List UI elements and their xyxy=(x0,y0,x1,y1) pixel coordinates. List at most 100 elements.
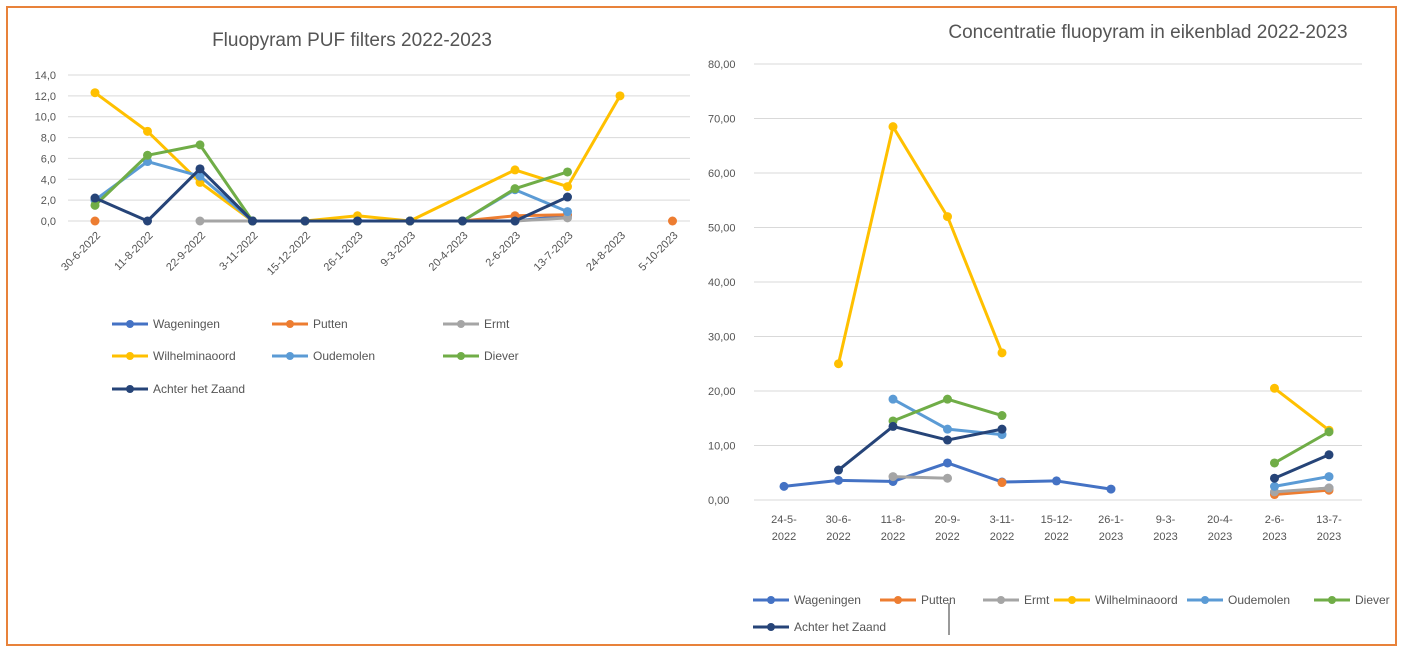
legend-entry-diever: Diever xyxy=(1314,593,1390,607)
series-line-segment xyxy=(1273,475,1331,488)
y-tick-label: 60,00 xyxy=(708,168,736,180)
data-point xyxy=(943,473,952,483)
x-tick-label: 30-6-2022 xyxy=(826,514,852,543)
y-tick-label: 10,0 xyxy=(35,112,56,124)
divider xyxy=(948,603,950,635)
series-group xyxy=(779,122,1334,500)
legend-swatch-marker xyxy=(1328,596,1336,604)
data-point xyxy=(1270,473,1279,483)
data-point xyxy=(195,164,205,174)
legend-swatch-marker xyxy=(126,320,134,328)
legend-swatch-marker xyxy=(457,320,465,328)
data-point xyxy=(143,150,152,160)
legend-label: Diever xyxy=(484,349,519,363)
series-line-segment xyxy=(782,478,840,488)
legend: Wageningen Putten Ermt Wilhelminaoord Oudemo… xyxy=(753,593,1390,634)
y-tick-label: 40,00 xyxy=(708,277,736,289)
y-tick-label: 80,00 xyxy=(708,59,736,71)
y-tick-label: 10,00 xyxy=(708,441,736,453)
series-line-segment xyxy=(1273,430,1331,465)
legend-label: Ermt xyxy=(484,317,510,331)
series-line-segment xyxy=(93,196,149,223)
data-point xyxy=(1270,383,1279,393)
series-line-segment xyxy=(198,167,254,223)
data-point xyxy=(1270,458,1279,468)
y-tick-label: 20,00 xyxy=(708,386,736,398)
series-line-segment xyxy=(1273,486,1331,494)
series-line-segment xyxy=(837,125,895,366)
legend-entry-oudemolen: Oudemolen xyxy=(272,349,375,363)
data-point xyxy=(888,421,898,431)
data-point xyxy=(943,212,952,222)
data-point xyxy=(943,424,952,434)
data-point xyxy=(195,140,205,150)
series-line-segment xyxy=(1273,386,1331,432)
series-line-segment xyxy=(513,216,569,223)
x-tick-label: 20-9-2022 xyxy=(935,514,961,543)
data-point xyxy=(195,171,205,181)
series-line-segment xyxy=(409,168,516,223)
gridlines xyxy=(754,63,1362,501)
data-point xyxy=(90,216,100,226)
data-point xyxy=(943,458,952,468)
series-line-segment xyxy=(1273,453,1331,480)
x-tick-label: 15-12-2022 xyxy=(1041,514,1073,543)
data-point xyxy=(997,348,1007,358)
data-point xyxy=(563,213,572,223)
data-point xyxy=(143,216,152,226)
legend-swatch-marker xyxy=(1201,596,1209,604)
legend-entry-putten: Putten xyxy=(880,593,956,607)
x-tick-label: 2-6-2023 xyxy=(1262,514,1286,543)
legend-label: Diever xyxy=(1355,593,1390,607)
series-line-segment xyxy=(946,215,1004,355)
legend-swatch-marker xyxy=(286,320,294,328)
legend-label: Wilhelminaoord xyxy=(153,349,236,363)
data-point xyxy=(834,465,843,475)
legend-label: Wageningen xyxy=(153,317,220,331)
legend-label: Achter het Zaand xyxy=(794,620,886,634)
series-line-segment xyxy=(1055,479,1113,491)
y-tick-label: 14,0 xyxy=(35,70,56,82)
series-achter-het-zaand xyxy=(834,421,1334,483)
data-point xyxy=(834,475,843,485)
legend-swatch-marker xyxy=(1068,596,1076,604)
data-point xyxy=(888,472,898,482)
data-point xyxy=(1324,483,1334,493)
data-point xyxy=(90,200,100,210)
data-point xyxy=(1106,484,1116,494)
data-point xyxy=(563,192,572,202)
y-tick-label: 0,0 xyxy=(41,216,56,228)
chart-title: Concentratie fluopyram in eikenblad 2022… xyxy=(948,22,1347,43)
legend-swatch-marker xyxy=(767,623,775,631)
data-point xyxy=(943,394,952,404)
x-axis-ticks: 24-5-2022 30-6-2022 11-8-2022 20-9-2022 3-11… xyxy=(771,514,1342,543)
series-line-segment xyxy=(146,143,202,157)
y-axis-ticks: 0,0 2,0 4,0 6,0 8,0 10,0 12,0 14,0 xyxy=(35,70,56,228)
data-point xyxy=(997,478,1007,488)
series-line-segment xyxy=(946,427,1004,437)
series-line-segment xyxy=(146,160,202,178)
series-wageningen xyxy=(779,458,1334,498)
data-point xyxy=(1052,476,1061,486)
legend-label: Achter het Zaand xyxy=(153,382,245,396)
legend-entry-diever: Diever xyxy=(443,349,519,363)
legend-swatch-marker xyxy=(894,596,902,604)
data-point xyxy=(300,216,310,226)
series-line-segment xyxy=(891,125,949,219)
legend-swatch-marker xyxy=(126,385,134,393)
series-line-segment xyxy=(198,143,254,223)
x-tick-label: 3-11-2022 xyxy=(990,514,1015,543)
legend-swatch-marker xyxy=(286,352,294,360)
data-point xyxy=(779,481,789,491)
data-point xyxy=(510,216,520,226)
data-point xyxy=(510,165,520,175)
legend-entry-achter-het-zaand: Achter het Zaand xyxy=(112,382,245,396)
y-tick-label: 70,00 xyxy=(708,114,736,126)
series-line-segment xyxy=(1273,488,1331,497)
series-line-segment xyxy=(93,91,149,133)
data-point xyxy=(997,424,1007,434)
series-line-segment xyxy=(513,195,569,223)
series-oudemolen xyxy=(888,394,1334,491)
y-axis-ticks: 0,00 10,00 20,00 30,00 40,00 50,00 60,00 70,00 8… xyxy=(708,59,736,507)
series-line-segment xyxy=(946,461,1004,484)
